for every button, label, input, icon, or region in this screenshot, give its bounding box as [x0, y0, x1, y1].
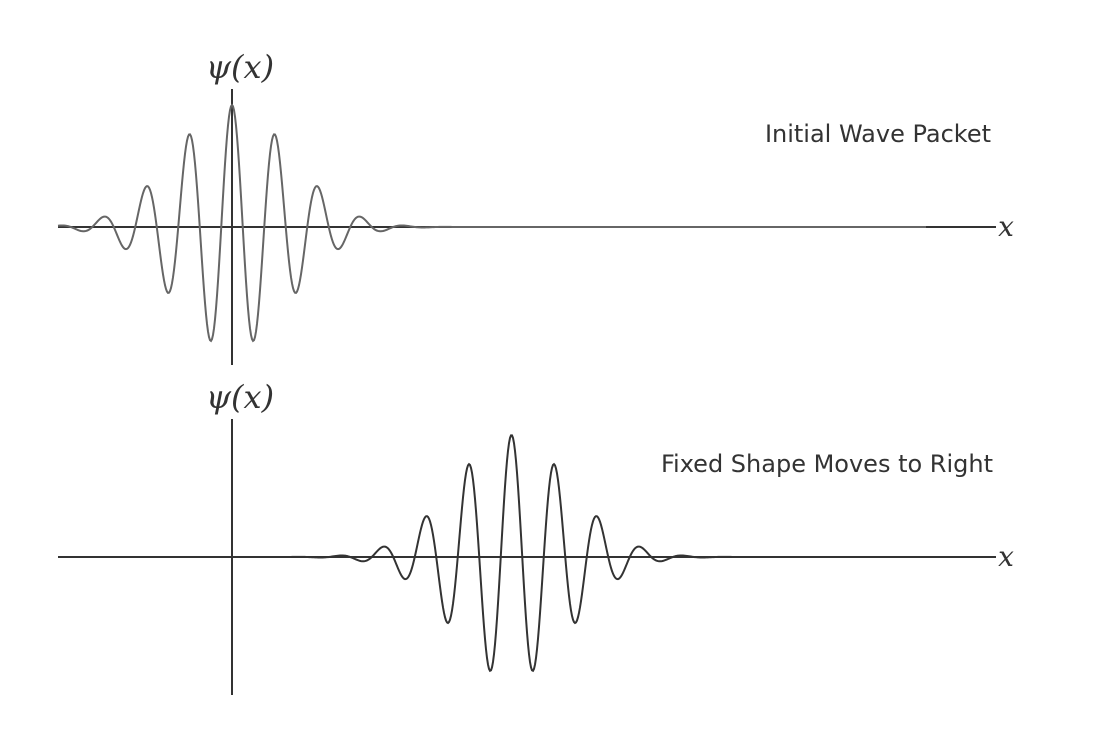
panel-caption: Initial Wave Packet — [765, 120, 991, 148]
x-axis-label: x — [998, 540, 1014, 573]
panel-initial: ψ(x) x Initial Wave Packet — [58, 48, 1014, 365]
y-axis-label: ψ(x) — [206, 48, 274, 86]
x-axis-label: x — [998, 210, 1014, 243]
panel-caption: Fixed Shape Moves to Right — [661, 450, 993, 478]
panel-moved: ψ(x) x Fixed Shape Moves to Right — [58, 378, 1014, 695]
y-axis-label: ψ(x) — [206, 378, 274, 416]
